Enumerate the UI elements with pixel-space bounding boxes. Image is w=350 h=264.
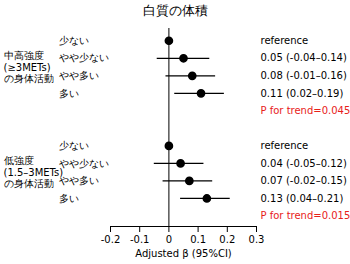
svg-text:0.08 (-0.01–0.16): 0.08 (-0.01–0.16)	[261, 70, 347, 81]
svg-text:多い: 多い	[59, 193, 79, 204]
svg-text:reference: reference	[261, 140, 309, 151]
svg-text:中高強度(≥3METs)の身体活動: 中高強度(≥3METs)の身体活動	[4, 50, 54, 84]
svg-text:0.05 (-0.04–0.14): 0.05 (-0.04–0.14)	[261, 52, 347, 63]
svg-text:0.13 (0.04–0.21): 0.13 (0.04–0.21)	[261, 193, 344, 204]
html-text:白質の体積: 白質の体積	[142, 3, 208, 18]
svg-text:0.2: 0.2	[219, 234, 235, 245]
svg-text:0.3: 0.3	[249, 234, 265, 245]
svg-text:やや少ない: やや少ない	[59, 158, 109, 169]
svg-text:やや多い: やや多い	[59, 70, 99, 81]
svg-text:0.1: 0.1	[190, 234, 206, 245]
svg-text:少ない: 少ない	[59, 35, 89, 46]
svg-text:やや多い: やや多い	[59, 175, 99, 186]
svg-text:reference: reference	[261, 35, 309, 46]
svg-text:0.07 (-0.02–0.15): 0.07 (-0.02–0.15)	[261, 175, 347, 186]
svg-text:P for trend=0.015: P for trend=0.015	[261, 210, 350, 221]
svg-text:P for trend=0.045: P for trend=0.045	[261, 105, 350, 116]
svg-text:少ない: 少ない	[59, 140, 89, 151]
svg-text:Adjusted β (95%CI): Adjusted β (95%CI)	[135, 248, 232, 259]
svg-text:0.11 (0.02–0.19): 0.11 (0.02–0.19)	[261, 88, 344, 99]
svg-text:0: 0	[166, 234, 172, 245]
svg-text:やや少ない: やや少ない	[59, 52, 109, 63]
svg-text:-0.2: -0.2	[101, 234, 121, 245]
svg-text:0.04 (-0.05–0.12): 0.04 (-0.05–0.12)	[261, 158, 347, 169]
svg-text:多い: 多い	[59, 88, 79, 99]
svg-text:-0.1: -0.1	[130, 234, 150, 245]
svg-text:低強度(1.5–3METs)の身体活動: 低強度(1.5–3METs)の身体活動	[4, 155, 64, 189]
